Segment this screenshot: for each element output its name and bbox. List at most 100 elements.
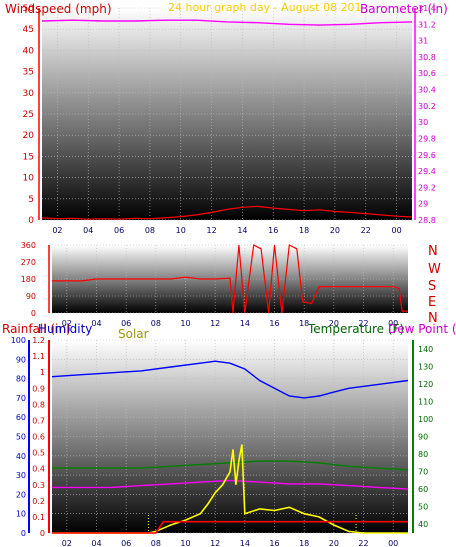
humidity-y-tick-label: 50 [16,433,26,442]
wind-x-tick-label: 00 [391,226,401,235]
direction-letter-n-bottom: N [428,311,438,326]
barometer-y-tick-label: 31.4 [418,4,436,13]
barometer-y-tick-label: 30.2 [418,102,436,111]
wind-x-tick-label: 18 [299,226,309,235]
wind-y-tick-label: 30 [23,89,35,99]
temperature-y-tick-label: 90 [418,433,428,442]
wind-x-tick-label: 08 [145,226,155,235]
climate-x-tick-label: 18 [299,539,309,547]
climate-x-tick-label: 06 [121,539,131,547]
series-humidity-line [51,360,409,399]
humidity-y-tick-label: 20 [16,490,26,499]
series-rainfall-line [52,520,408,534]
rainfall-y-tick-label: 0 [40,529,45,538]
dew-point-axis-label: Dew Point ( [388,322,456,336]
wind-x-tick-label: 12 [206,226,216,235]
temperature-y-tick-label: 50 [418,503,428,512]
series-dew-point-line [52,479,409,490]
temperature-y-tick-label: 110 [418,397,433,406]
humidity-y-tick-label: 60 [16,413,26,422]
windspeed-axis-label: Windspeed (mph) [5,2,112,16]
wind-x-tick-label: 16 [268,226,278,235]
temperature-y-tick-label: 100 [418,415,433,424]
humidity-y-tick-label: 40 [16,452,26,461]
rainfall-y-tick-label: 0.8 [32,400,45,409]
rainfall-y-tick-label: 1.1 [32,352,45,361]
barometer-y-tick-label: 30 [418,118,428,127]
climate-x-tick-label: 14 [240,539,250,547]
wind-x-tick-label: 20 [330,226,340,235]
rainfall-y-tick-label: 0.7 [32,416,45,425]
climate-x-tick-label: 00 [388,539,398,547]
barometer-y-tick-label: 30.6 [418,69,436,78]
temperature-y-tick-label: 40 [418,520,428,529]
direction-letter-w: W [428,262,441,277]
wind-y-tick-label: 15 [23,152,34,162]
rainfall-y-tick-label: 0.2 [32,497,45,506]
series-temperature-line [52,460,409,471]
wind-x-tick-label: 02 [52,226,62,235]
barometer-axis-label: Barometer (in) [360,2,448,16]
temperature-y-tick-label: 60 [418,485,428,494]
wind-x-tick-label: 10 [176,226,186,235]
temperature-y-tick-label: 120 [418,380,433,389]
barometer-y-tick-label: 29.8 [418,134,436,143]
barometer-y-tick-label: 30.8 [418,53,436,62]
wind-y-tick-label: 0 [28,216,34,226]
humidity-axis-label: Humidity [38,322,92,336]
direction-x-tick-label: 00 [388,319,398,328]
rainfall-y-tick-label: 0.9 [32,384,45,393]
climate-x-tick-label: 12 [210,539,220,547]
direction-x-tick-label: 04 [91,319,101,328]
barometer-y-tick-label: 30.4 [418,86,436,95]
temperature-y-tick-label: 130 [418,362,433,371]
barometer-y-tick-label: 29.2 [418,183,436,192]
graph-title: 24 hour graph day - August 08 201 [168,1,362,14]
wind-x-tick-label: 04 [83,226,93,235]
humidity-y-tick-label: 90 [16,355,26,364]
barometer-y-tick-label: 31.2 [418,20,436,29]
direction-x-tick-label: 14 [240,319,250,328]
climate-x-tick-label: 04 [91,539,101,547]
temperature-axis-label: Temperature (F) [307,322,404,336]
direction-x-tick-label: 22 [358,319,368,328]
wind-x-tick-label: 14 [237,226,247,235]
direction-x-tick-label: 08 [151,319,161,328]
direction-x-tick-label: 10 [180,319,190,328]
wind-y-tick-label: 5 [28,195,34,205]
wind-x-tick-label: 06 [114,226,124,235]
climate-x-tick-label: 20 [329,539,339,547]
rainfall-y-tick-label: 1 [40,368,45,377]
temperature-y-tick-label: 70 [418,468,428,477]
series-direction-line [52,244,408,314]
wind-y-tick-label: 50 [23,4,35,14]
humidity-y-tick-label: 80 [16,375,26,384]
direction-y-tick-label: 360 [21,241,36,250]
climate-x-tick-label: 08 [151,539,161,547]
climate-x-tick-label: 10 [180,539,190,547]
barometer-y-tick-label: 29.4 [418,167,436,176]
direction-y-tick-label: 0 [31,309,36,318]
humidity-y-tick-label: 70 [16,394,26,403]
direction-x-tick-label: 02 [62,319,72,328]
wind-y-tick-label: 35 [23,68,34,78]
humidity-y-tick-label: 100 [11,336,26,345]
direction-letter-s: S [428,279,436,294]
direction-x-tick-label: 18 [299,319,309,328]
humidity-y-tick-label: 30 [16,471,26,480]
rainfall-y-tick-label: 0.5 [32,449,45,458]
direction-x-tick-label: 06 [121,319,131,328]
rainfall-axis-label: Rainfall (in) [2,322,71,336]
solar-axis-label: Solar [118,327,149,341]
wind-y-tick-label: 10 [23,174,35,184]
wind-x-tick-label: 22 [361,226,371,235]
humidity-y-tick-label: 10 [16,510,26,519]
direction-y-tick-label: 180 [21,275,36,284]
direction-x-tick-label: 12 [210,319,220,328]
rainfall-y-tick-label: 0.1 [32,513,45,522]
temperature-y-tick-label: 80 [418,450,428,459]
direction-letter-e: E [428,295,436,310]
rainfall-y-tick-label: 0.6 [32,433,45,442]
